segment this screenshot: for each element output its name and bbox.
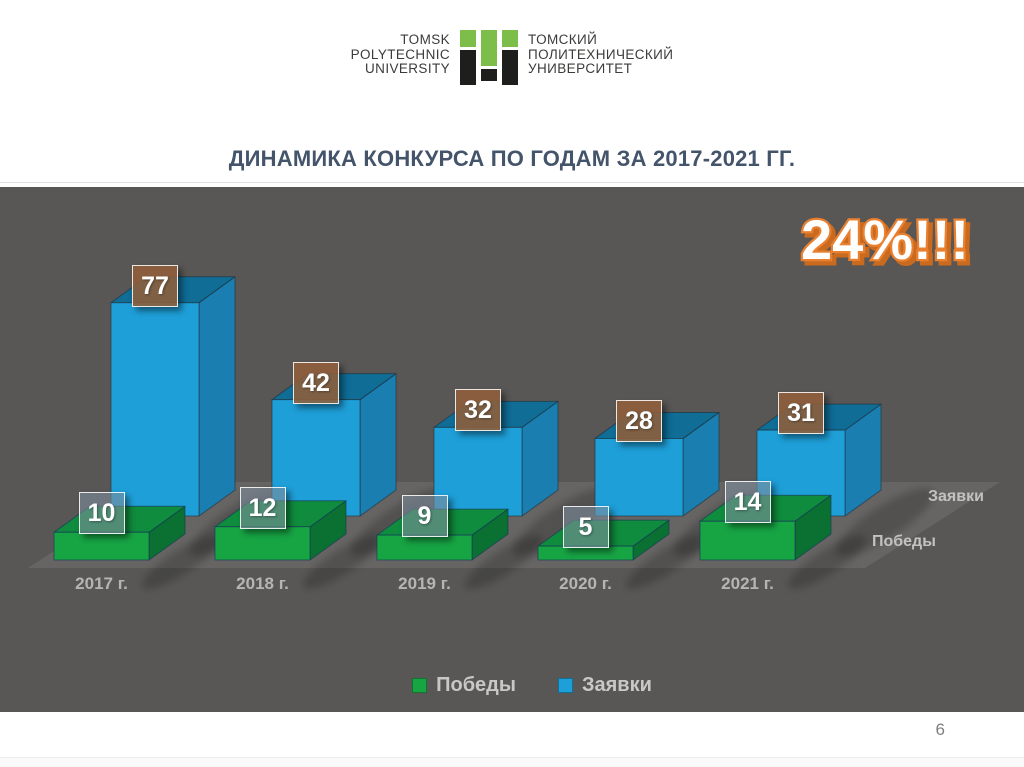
logo-ru-line: УНИВЕРСИТЕТ <box>528 61 633 76</box>
axis-label-year: 2021 г. <box>721 574 774 593</box>
bar-shadow <box>302 535 382 589</box>
value-label-pobedy: 9 <box>401 495 448 538</box>
value-label-pobedy: 12 <box>239 486 286 529</box>
logo-ru-line: ПОЛИТЕХНИЧЕСКИЙ <box>528 46 674 62</box>
logo-en-line: POLYTECHNIC <box>350 46 451 62</box>
logo-en-line: UNIVERSITY <box>365 61 451 76</box>
logo-text-en: TOMSK POLYTECHNIC UNIVERSITY <box>351 30 450 77</box>
annotation-text: 24%!!! <box>801 208 969 271</box>
bar-zayavki-2019 г. <box>433 400 559 517</box>
bar-shadow <box>141 535 221 589</box>
legend-swatch-green-icon <box>412 678 428 693</box>
axis-series-label-pobedy: Победы <box>872 533 936 550</box>
bottom-strip <box>0 757 1024 767</box>
chart-legend: Победы Заявки <box>20 674 1024 697</box>
axis-label-year: 2019 г. <box>398 574 451 593</box>
bar-shadow <box>625 535 705 589</box>
chart-labels-layer: 2017 г. 2018 г. 2019 г. 2020 г. 2021 г. 77 42 3… <box>0 187 1024 712</box>
annotation-shadow-text: 24%!!! <box>805 212 973 275</box>
bar-shadow <box>787 535 867 589</box>
legend-item-zayavki: Заявки <box>557 674 652 697</box>
tpu-logo-mark-icon <box>460 30 519 85</box>
value-label-zayavki: 32 <box>455 389 501 432</box>
value-label-zayavki: 42 <box>293 361 339 404</box>
title-divider <box>0 182 1024 183</box>
chart-area: 2017 г. 2018 г. 2019 г. 2020 г. 2021 г. 77 42 3… <box>0 187 1024 712</box>
legend-swatch-blue-icon <box>557 678 573 693</box>
axis-label-year: 2017 г. <box>75 574 128 593</box>
value-label-pobedy: 14 <box>724 481 771 524</box>
tpu-logo: TOMSK POLYTECHNIC UNIVERSITY ТОМСКИЙ ПОЛ… <box>351 30 674 85</box>
axis-label-year: 2020 г. <box>559 574 612 593</box>
value-label-zayavki: 77 <box>132 264 178 307</box>
annotation-wordart: 24%!!! 24%!!! <box>799 206 976 278</box>
value-label-pobedy: 5 <box>562 506 609 549</box>
logo-en-line: TOMSK <box>400 32 451 47</box>
page-number: 6 <box>935 720 945 739</box>
legend-label-zayavki: Заявки <box>581 674 652 696</box>
legend-item-pobedy: Победы <box>412 674 516 697</box>
header: TOMSK POLYTECHNIC UNIVERSITY ТОМСКИЙ ПОЛ… <box>0 30 1024 85</box>
axis-label-year: 2018 г. <box>236 574 289 593</box>
value-label-zayavki: 31 <box>778 392 824 435</box>
bar-shadow <box>464 535 544 589</box>
legend-label-pobedy: Победы <box>436 674 516 696</box>
logo-text-ru: ТОМСКИЙ ПОЛИТЕХНИЧЕСКИЙ УНИВЕРСИТЕТ <box>528 30 673 77</box>
value-label-zayavki: 28 <box>616 400 662 443</box>
axis-series-label-zayavki: Заявки <box>928 488 984 505</box>
slide-title: ДИНАМИКА КОНКУРСА ПО ГОДАМ ЗА 2017-2021 … <box>228 146 796 171</box>
logo-ru-line: ТОМСКИЙ <box>528 32 598 47</box>
value-label-pobedy: 10 <box>78 492 125 535</box>
